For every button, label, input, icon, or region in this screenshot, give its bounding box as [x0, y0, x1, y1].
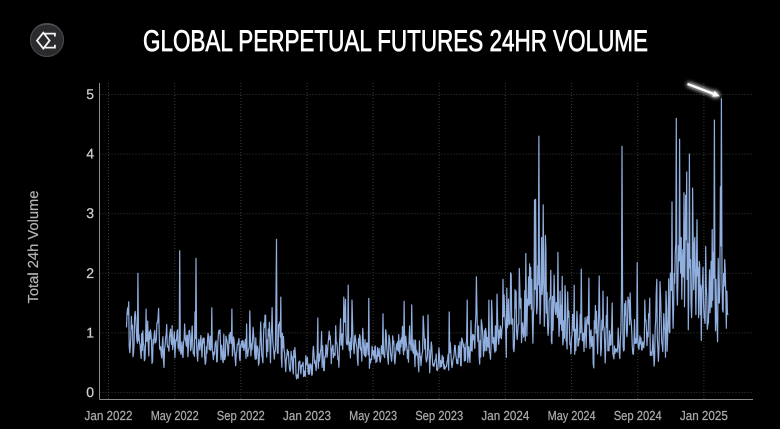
svg-text:2: 2: [86, 265, 94, 281]
svg-text:Sep 2023: Sep 2023: [415, 408, 463, 423]
svg-text:3: 3: [86, 205, 94, 221]
svg-text:0: 0: [86, 384, 94, 400]
svg-text:May 2022: May 2022: [151, 408, 199, 423]
svg-text:Sep 2022: Sep 2022: [217, 408, 265, 423]
svg-text:GLOBAL PERPETUAL FUTURES 24HR: GLOBAL PERPETUAL FUTURES 24HR VOLUME: [143, 25, 648, 58]
svg-text:May 2023: May 2023: [349, 408, 397, 423]
svg-text:Total 24h Volume: Total 24h Volume: [26, 191, 42, 304]
svg-text:Jan 2023: Jan 2023: [283, 408, 331, 423]
svg-text:Jan 2022: Jan 2022: [85, 408, 133, 423]
svg-text:Sep 2024: Sep 2024: [614, 408, 662, 423]
svg-text:Jan 2025: Jan 2025: [680, 408, 728, 423]
svg-text:4: 4: [86, 146, 94, 162]
svg-text:5: 5: [86, 86, 94, 102]
svg-text:Jan 2024: Jan 2024: [481, 408, 529, 423]
svg-text:May 2024: May 2024: [548, 408, 596, 423]
svg-text:1: 1: [86, 324, 94, 340]
